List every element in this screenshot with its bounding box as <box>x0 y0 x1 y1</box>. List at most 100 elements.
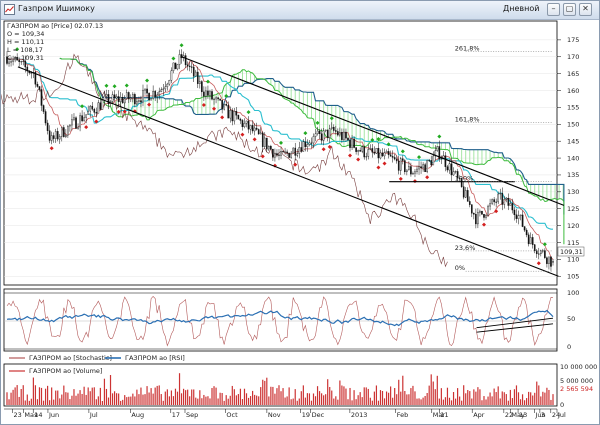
candle-body <box>207 90 209 96</box>
price-axis-label: 105 <box>567 273 579 281</box>
volume-bar <box>528 391 530 405</box>
volume-legend-label: ГАЗПРОМ ао [Volume] <box>29 367 102 375</box>
volume-bar <box>93 387 95 405</box>
vol-axis-5m: 5 000 000 <box>560 377 593 385</box>
candle-body <box>454 171 457 173</box>
candle-body <box>270 146 272 150</box>
candle-body <box>10 61 12 63</box>
candle-body <box>174 62 177 70</box>
volume-bar <box>231 385 233 405</box>
volume-bar <box>223 400 225 405</box>
volume-bar <box>75 395 77 405</box>
candle-body <box>132 94 134 98</box>
candle-body <box>349 139 351 148</box>
volume-bar <box>337 399 339 405</box>
candle-body <box>235 111 238 116</box>
candle-body <box>434 150 437 157</box>
volume-bar <box>398 379 400 405</box>
volume-bar <box>540 396 542 405</box>
candle-body <box>383 152 386 157</box>
volume-bar <box>341 385 343 405</box>
osc-trend-line <box>476 317 554 329</box>
fractal-up-marker <box>437 134 442 139</box>
fractal-up-marker <box>145 78 150 83</box>
fractal-up-marker <box>329 116 334 121</box>
candle-body <box>300 147 303 152</box>
candles <box>6 49 554 271</box>
candle-body <box>298 147 301 154</box>
volume-bar <box>160 394 162 405</box>
fractal-down-marker <box>240 132 245 137</box>
volume-bar <box>251 390 254 405</box>
candle-body <box>233 111 236 122</box>
candle-body <box>489 203 491 207</box>
volume-bar <box>473 389 475 405</box>
fractal-up-marker <box>179 43 184 48</box>
fractal-up-marker <box>171 56 176 61</box>
candle-body <box>330 126 333 129</box>
volume-bar <box>310 400 313 405</box>
oscillator-lines <box>4 292 557 350</box>
volume-bar <box>331 390 333 405</box>
volume-bar <box>333 398 335 405</box>
senkou-span-a-line <box>59 57 565 245</box>
volume-bar <box>459 396 461 405</box>
candle-body <box>529 237 532 245</box>
candle-body <box>130 97 132 100</box>
candle-body <box>65 134 67 137</box>
maximize-button[interactable]: ▢ <box>563 3 576 16</box>
candle-body <box>58 136 61 140</box>
vol-axis-0: 0 <box>560 401 564 409</box>
candle-body <box>107 94 110 104</box>
volume-bar <box>235 395 237 405</box>
volume-bar <box>120 400 122 405</box>
volume-bar <box>318 391 321 405</box>
candle-body <box>351 138 353 148</box>
fractal-down-marker <box>425 175 430 180</box>
candle-body <box>272 149 274 158</box>
volume-bar <box>367 388 369 405</box>
candle-body <box>278 154 280 156</box>
candle-body <box>194 71 197 77</box>
volume-bar <box>154 387 156 405</box>
close-button[interactable]: ✕ <box>579 3 592 16</box>
volume-bar <box>69 399 71 405</box>
volume-bar <box>381 390 384 405</box>
osc-axis-0: 0 <box>567 343 571 351</box>
candle-body <box>460 178 463 187</box>
volume-bar <box>189 396 191 405</box>
volume-bar <box>387 392 390 405</box>
candle-body <box>519 214 522 216</box>
candle-body <box>140 100 142 103</box>
candle-body <box>286 151 288 154</box>
candle-body <box>121 97 124 104</box>
candle-body <box>395 158 398 162</box>
candle-body <box>205 90 207 97</box>
date-axis-label: 11 <box>440 411 448 419</box>
volume-bar <box>325 394 327 405</box>
volume-bar <box>136 389 138 405</box>
minimize-button[interactable]: – <box>547 3 560 16</box>
candle-body <box>227 105 230 119</box>
fractal-up-marker <box>246 110 251 115</box>
candle-body <box>507 197 510 206</box>
candle-body <box>485 215 487 218</box>
volume-bar <box>36 399 39 405</box>
candle-body <box>430 160 433 166</box>
candle-body <box>12 59 14 62</box>
candle-body <box>119 97 122 103</box>
candle-body <box>428 160 430 162</box>
candle-body <box>209 91 211 96</box>
candle-body <box>22 60 25 62</box>
volume-bar <box>195 397 197 405</box>
fractal-up-marker <box>279 140 284 145</box>
candle-body <box>290 152 292 158</box>
candle-body <box>20 61 23 63</box>
volume-bar <box>118 393 120 405</box>
candle-body <box>81 115 83 122</box>
chikou-line <box>1 53 448 268</box>
volume-bar <box>83 386 85 405</box>
title-bar: Газпром Ишимоку Дневной – ▢ ✕ <box>1 1 599 20</box>
volume-bar <box>497 386 499 405</box>
candle-body <box>117 96 120 103</box>
